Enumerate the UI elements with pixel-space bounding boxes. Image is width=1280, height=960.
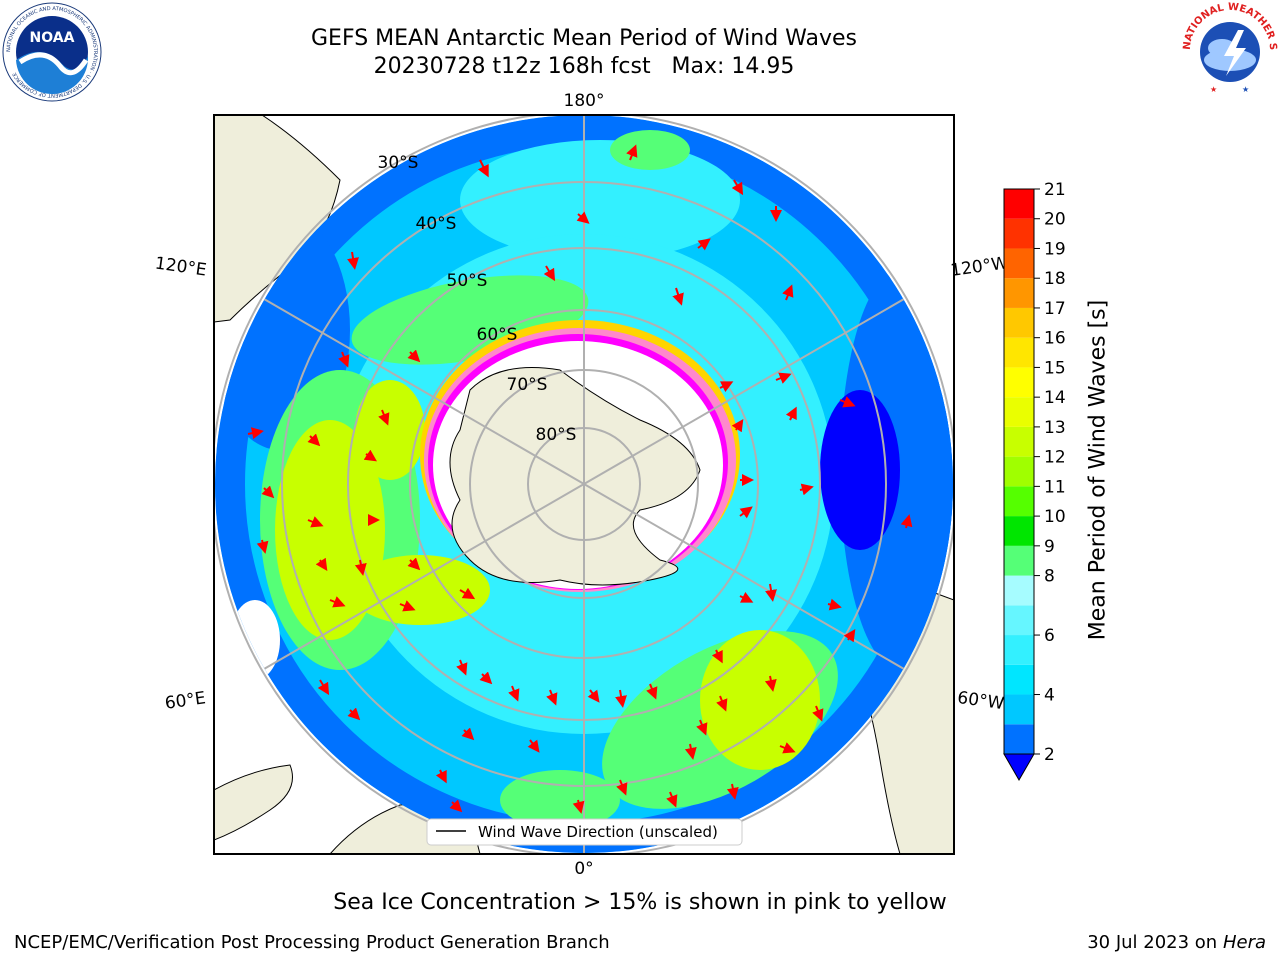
footer-date-text: 30 Jul 2023 on [1087,932,1223,953]
colorbar-swatch [1004,218,1034,249]
colorbar-extend-min [1003,753,1035,782]
landmass-antarctica [449,367,701,586]
colorbar-tick-label: 11 [1044,477,1066,497]
colorbar-swatch [1004,248,1034,279]
star-icon: ★ [1210,85,1217,94]
colorbar-tick-label: 4 [1044,686,1055,706]
noaa-logo-text: NOAA [30,30,75,46]
colorbar-swatch [1004,664,1034,695]
colorbar-tick-label: 15 [1044,358,1066,378]
colorbar-tick-label: 8 [1044,567,1055,587]
footer-date: 30 Jul 2023 on Hera [1087,932,1266,953]
colorbar-tick-label: 12 [1044,448,1066,468]
star-icon: ★ [1242,85,1249,94]
colorbar-frame [1003,188,1035,755]
noaa-logo: NATIONAL OCEANIC AND ATMOSPHERIC ADMINIS… [2,2,102,102]
colorbar-swatch [1004,367,1034,398]
colorbar-swatch [1004,426,1034,457]
colorbar-tick-label: 2 [1044,745,1055,765]
colorbar-swatch [1004,278,1034,308]
colorbar-tick-label: 21 [1044,180,1066,200]
lat-label-30s: 30°S [378,153,419,173]
footer-machine: Hera [1222,932,1266,953]
colorbar-tick-label: 20 [1044,210,1066,230]
map-frame [213,114,955,855]
lon-label-180: 180° [564,91,605,111]
colorbar: 21 20 19 18 17 16 15 14 13 12 11 10 9 8 6 4 2 [1003,180,1066,782]
lon-label-0: 0° [574,859,593,879]
colorbar-label: Mean Period of Wind Waves [s] [1085,299,1111,641]
landmass-africa [214,764,293,841]
colorbar-tick-label: 9 [1044,537,1055,557]
colorbar-tick-label: 10 [1044,507,1066,527]
colorbar-tick-label: 17 [1044,299,1066,319]
colorbar-swatch [1004,337,1034,368]
colorbar-tick-label: 16 [1044,329,1066,349]
colorbar-swatch [1004,605,1034,636]
lat-label-60s: 60°S [477,325,518,345]
nws-logo: NATIONAL WEATHER SERVICE ★ ★ [1180,0,1278,98]
lat-label-40s: 40°S [416,214,457,234]
lon-label-60e: 60°E [164,688,207,713]
colorbar-swatch [1004,635,1034,665]
colorbar-swatch [1004,545,1034,576]
wind-wave-arrows [247,144,913,814]
colorbar-swatch [1004,724,1034,754]
legend: Wind Wave Direction (unscaled) [426,818,743,846]
colorbar-swatch [1004,189,1034,219]
colorbar-swatch [1004,486,1034,517]
colorbar-swatch [1004,307,1034,338]
colorbar-swatch [1004,516,1034,546]
lon-label-120e: 120°E [154,254,208,281]
chart-subtitle: 20230728 t12z 168h fcst Max: 14.95 [373,54,795,79]
lat-label-70s: 70°S [507,375,548,395]
lat-label-50s: 50°S [447,271,488,291]
colorbar-swatch [1004,575,1034,606]
lat-label-80s: 80°S [536,425,577,445]
colorbar-swatch [1004,456,1034,487]
legend-label: Wind Wave Direction (unscaled) [478,823,718,841]
chart-title: GEFS MEAN Antarctic Mean Period of Wind … [311,26,857,51]
colorbar-swatch [1004,397,1034,427]
colorbar-tick-label: 14 [1044,388,1066,408]
footer-credit: NCEP/EMC/Verification Post Processing Pr… [14,932,610,953]
colorbar-tick-label: 6 [1044,626,1055,646]
colorbar-tick-label: 19 [1044,239,1066,259]
colorbar-tick-label: 18 [1044,269,1066,289]
colorbar-tick-label: 13 [1044,418,1066,438]
sea-ice-note: Sea Ice Concentration > 15% is shown in … [333,890,947,915]
colorbar-swatch [1004,694,1034,725]
